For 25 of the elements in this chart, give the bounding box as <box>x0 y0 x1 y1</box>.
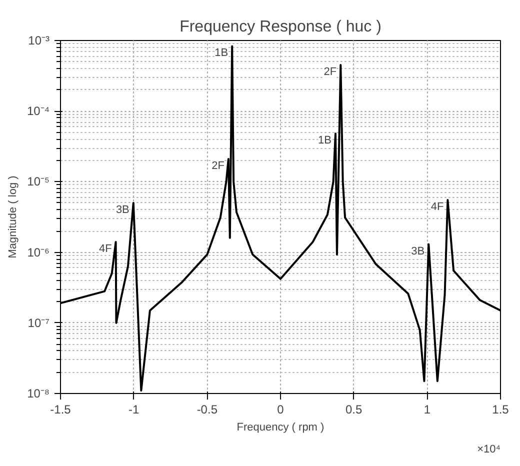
annotation: 3B <box>116 204 130 216</box>
y-tick-label: 10⁻³ <box>28 34 50 48</box>
x-tick-label: 1 <box>424 402 431 416</box>
annotation: 2F <box>212 160 225 172</box>
annotation: 3B <box>411 245 425 258</box>
x-tick-label: -1.5 <box>50 402 72 416</box>
x-tick-label: 0.5 <box>345 402 362 416</box>
annotation: 2F <box>324 66 337 78</box>
annotation: 4F <box>430 201 444 214</box>
y-tick-label: 10⁻⁸ <box>27 386 50 400</box>
y-tick-label: 10⁻⁷ <box>28 316 50 330</box>
annotation: 1B <box>318 134 332 147</box>
chart-title: Frequency Response ( huc ) <box>180 18 382 36</box>
annotation: 4F <box>98 242 112 255</box>
y-axis-title: Magnitude ( log ) <box>6 176 19 258</box>
x-tick-label: 0 <box>277 402 284 416</box>
annotation: 1B <box>214 47 228 60</box>
y-tick-label: 10⁻⁶ <box>27 245 50 260</box>
x-tick-label: -0.5 <box>196 402 218 416</box>
text: ×10⁴ <box>477 444 501 456</box>
x-axis-title: Frequency ( rpm ) <box>236 422 324 434</box>
x-tick-label: 1.5 <box>492 402 510 416</box>
y-tick-label: 10⁻⁵ <box>27 174 50 189</box>
y-tick-label: 10⁻⁴ <box>26 104 50 118</box>
x-tick-label: -1 <box>128 402 140 416</box>
